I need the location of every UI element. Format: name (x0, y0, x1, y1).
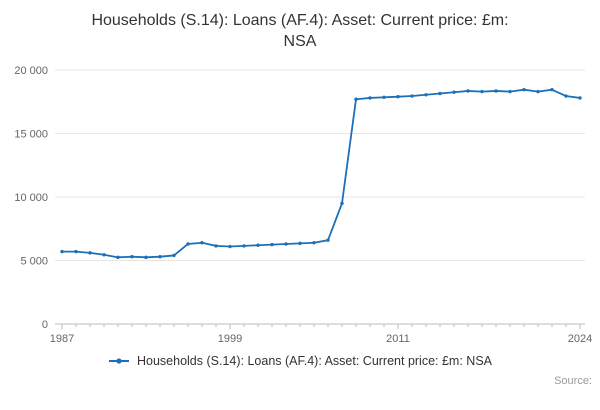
legend-item[interactable]: Households (S.14): Loans (AF.4): Asset: … (108, 354, 492, 368)
svg-text:10 000: 10 000 (14, 192, 48, 204)
svg-text:15 000: 15 000 (14, 129, 48, 141)
source-label: Source: (554, 375, 592, 388)
svg-text:20 000: 20 000 (14, 65, 48, 77)
svg-text:1999: 1999 (218, 333, 242, 345)
svg-text:0: 0 (42, 319, 48, 331)
legend-series-marker-icon (108, 358, 129, 364)
svg-text:2011: 2011 (386, 333, 410, 345)
svg-text:1987: 1987 (50, 333, 74, 345)
svg-text:5 000: 5 000 (20, 256, 48, 268)
chart-title: Households (S.14): Loans (AF.4): Asset: … (91, 12, 509, 51)
legend-label: Households (S.14): Loans (AF.4): Asset: … (136, 354, 492, 369)
svg-text:2024: 2024 (568, 333, 592, 345)
legend: Households (S.14): Loans (AF.4): Asset: … (0, 350, 600, 372)
chart-svg: 0 5 000 10 000 15 000 20 000 1987 1999 2011 2024 (14, 65, 592, 345)
